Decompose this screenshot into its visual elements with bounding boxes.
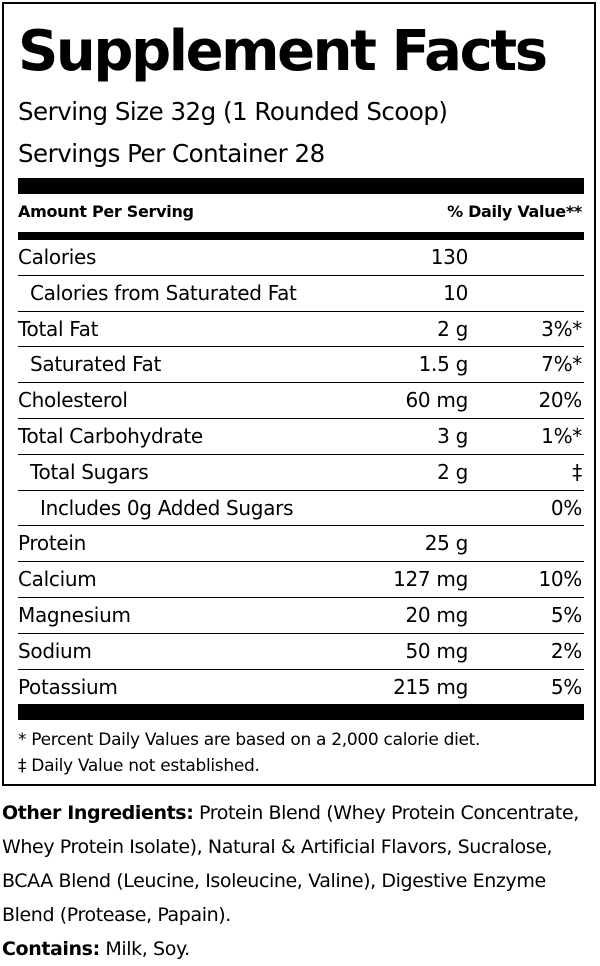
nutrient-daily-value: 5% [550, 674, 582, 699]
ingredients-line: Blend (Protease, Papain). [2, 904, 231, 926]
nutrient-daily-value: 10% [538, 567, 582, 592]
nutrient-row: Total Carbohydrate 3 g 1%* [18, 419, 584, 455]
nutrient-daily-value: 3%* [541, 316, 582, 341]
nutrient-name: Sodium [18, 638, 92, 663]
amount-per-serving-header: Amount Per Serving [18, 202, 194, 221]
nutrient-amount: 2 g [437, 459, 468, 484]
nutrient-row: Total Fat 2 g 3%* [18, 312, 584, 348]
thick-divider-bottom [18, 704, 584, 720]
nutrient-amount: 60 mg [405, 388, 469, 413]
nutrient-row: Cholesterol 60 mg 20% [18, 383, 584, 419]
thick-divider-top [18, 178, 584, 194]
nutrient-daily-value: 2% [550, 638, 582, 663]
nutrient-amount: 3 g [437, 423, 468, 448]
nutrient-name: Total Fat [18, 316, 99, 341]
nutrient-daily-value: 20% [538, 388, 582, 413]
footnote-not-established: ‡ Daily Value not established. [18, 756, 260, 776]
label-title: Supplement Facts [18, 19, 548, 84]
servings-per-container: Servings Per Container 28 [18, 139, 325, 168]
serving-size: Serving Size 32g (1 Rounded Scoop) [18, 97, 448, 126]
ingredients-text: Protein Blend (Whey Protein Concentrate, [193, 802, 579, 824]
nutrient-amount: 2 g [437, 316, 468, 341]
nutrient-name: Cholesterol [18, 388, 128, 413]
nutrient-name: Total Sugars [30, 459, 149, 484]
nutrient-amount: 25 g [424, 531, 469, 556]
contains-line: Contains: Milk, Soy. [2, 932, 600, 966]
nutrient-name: Calcium [18, 567, 97, 592]
nutrient-name: Calories [18, 245, 97, 269]
nutrient-name: Calories from Saturated Fat [30, 280, 297, 305]
medium-divider [18, 232, 584, 240]
nutrient-row: Potassium 215 mg 5% [18, 670, 584, 706]
nutrient-name: Total Carbohydrate [18, 423, 203, 448]
nutrient-name: Potassium [18, 674, 118, 699]
nutrient-daily-value: 7%* [541, 352, 582, 377]
contains-text: Milk, Soy. [99, 938, 190, 960]
contains-label: Contains: [2, 938, 100, 960]
ingredients-label: Other Ingredients: [2, 802, 194, 824]
nutrient-daily-value: 5% [550, 602, 582, 627]
nutrient-amount: 130 [430, 245, 469, 269]
nutrient-row: Sodium 50 mg 2% [18, 634, 584, 670]
nutrient-row: Calories from Saturated Fat 10 [18, 276, 584, 312]
ingredients-line: Whey Protein Isolate), Natural & Artific… [2, 836, 553, 858]
nutrient-daily-value: ‡ [572, 459, 582, 484]
nutrient-daily-value: 1%* [541, 423, 582, 448]
nutrient-row: Calories 130 [18, 240, 584, 276]
nutrient-row: Total Sugars 2 g ‡ [18, 455, 584, 491]
nutrient-row: Saturated Fat 1.5 g 7%* [18, 347, 584, 384]
nutrient-amount: 127 mg [393, 567, 468, 592]
nutrient-name: Protein [18, 531, 87, 556]
nutrient-row: Magnesium 20 mg 5% [18, 598, 584, 634]
nutrient-daily-value: 0% [550, 495, 582, 520]
nutrient-amount: 20 mg [405, 602, 469, 627]
daily-value-header: % Daily Value** [447, 202, 582, 221]
footnote-daily-values: * Percent Daily Values are based on a 2,… [18, 730, 481, 750]
nutrient-table: Calories 130 Calories from Saturated Fat 10… [18, 240, 584, 705]
nutrient-amount: 10 [443, 280, 468, 305]
nutrient-name: Magnesium [18, 602, 131, 627]
supplement-facts-panel: Supplement Facts Serving Size 32g (1 Rou… [2, 2, 596, 786]
ingredients-line: Other Ingredients: Protein Blend (Whey P… [2, 796, 600, 830]
nutrient-name: Includes 0g Added Sugars [40, 495, 294, 520]
ingredients-line: BCAA Blend (Leucine, Isoleucine, Valine)… [2, 870, 546, 892]
nutrient-amount: 50 mg [405, 638, 469, 663]
nutrient-row: Includes 0g Added Sugars 0% [18, 491, 584, 527]
nutrient-amount: 215 mg [393, 674, 468, 699]
nutrient-name: Saturated Fat [30, 352, 162, 377]
nutrient-row: Protein 25 g [18, 526, 584, 563]
ingredients-block: Other Ingredients: Protein Blend (Whey P… [2, 796, 600, 966]
nutrient-row: Calcium 127 mg 10% [18, 562, 584, 598]
nutrient-amount: 1.5 g [418, 352, 469, 377]
